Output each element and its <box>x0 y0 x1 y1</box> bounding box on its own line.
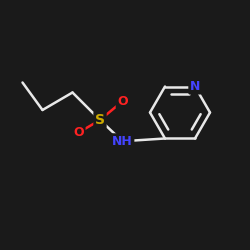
Text: NH: NH <box>112 135 133 148</box>
Text: N: N <box>190 80 200 93</box>
Text: S: S <box>95 113 105 127</box>
Text: O: O <box>74 126 84 139</box>
Text: O: O <box>117 95 128 108</box>
